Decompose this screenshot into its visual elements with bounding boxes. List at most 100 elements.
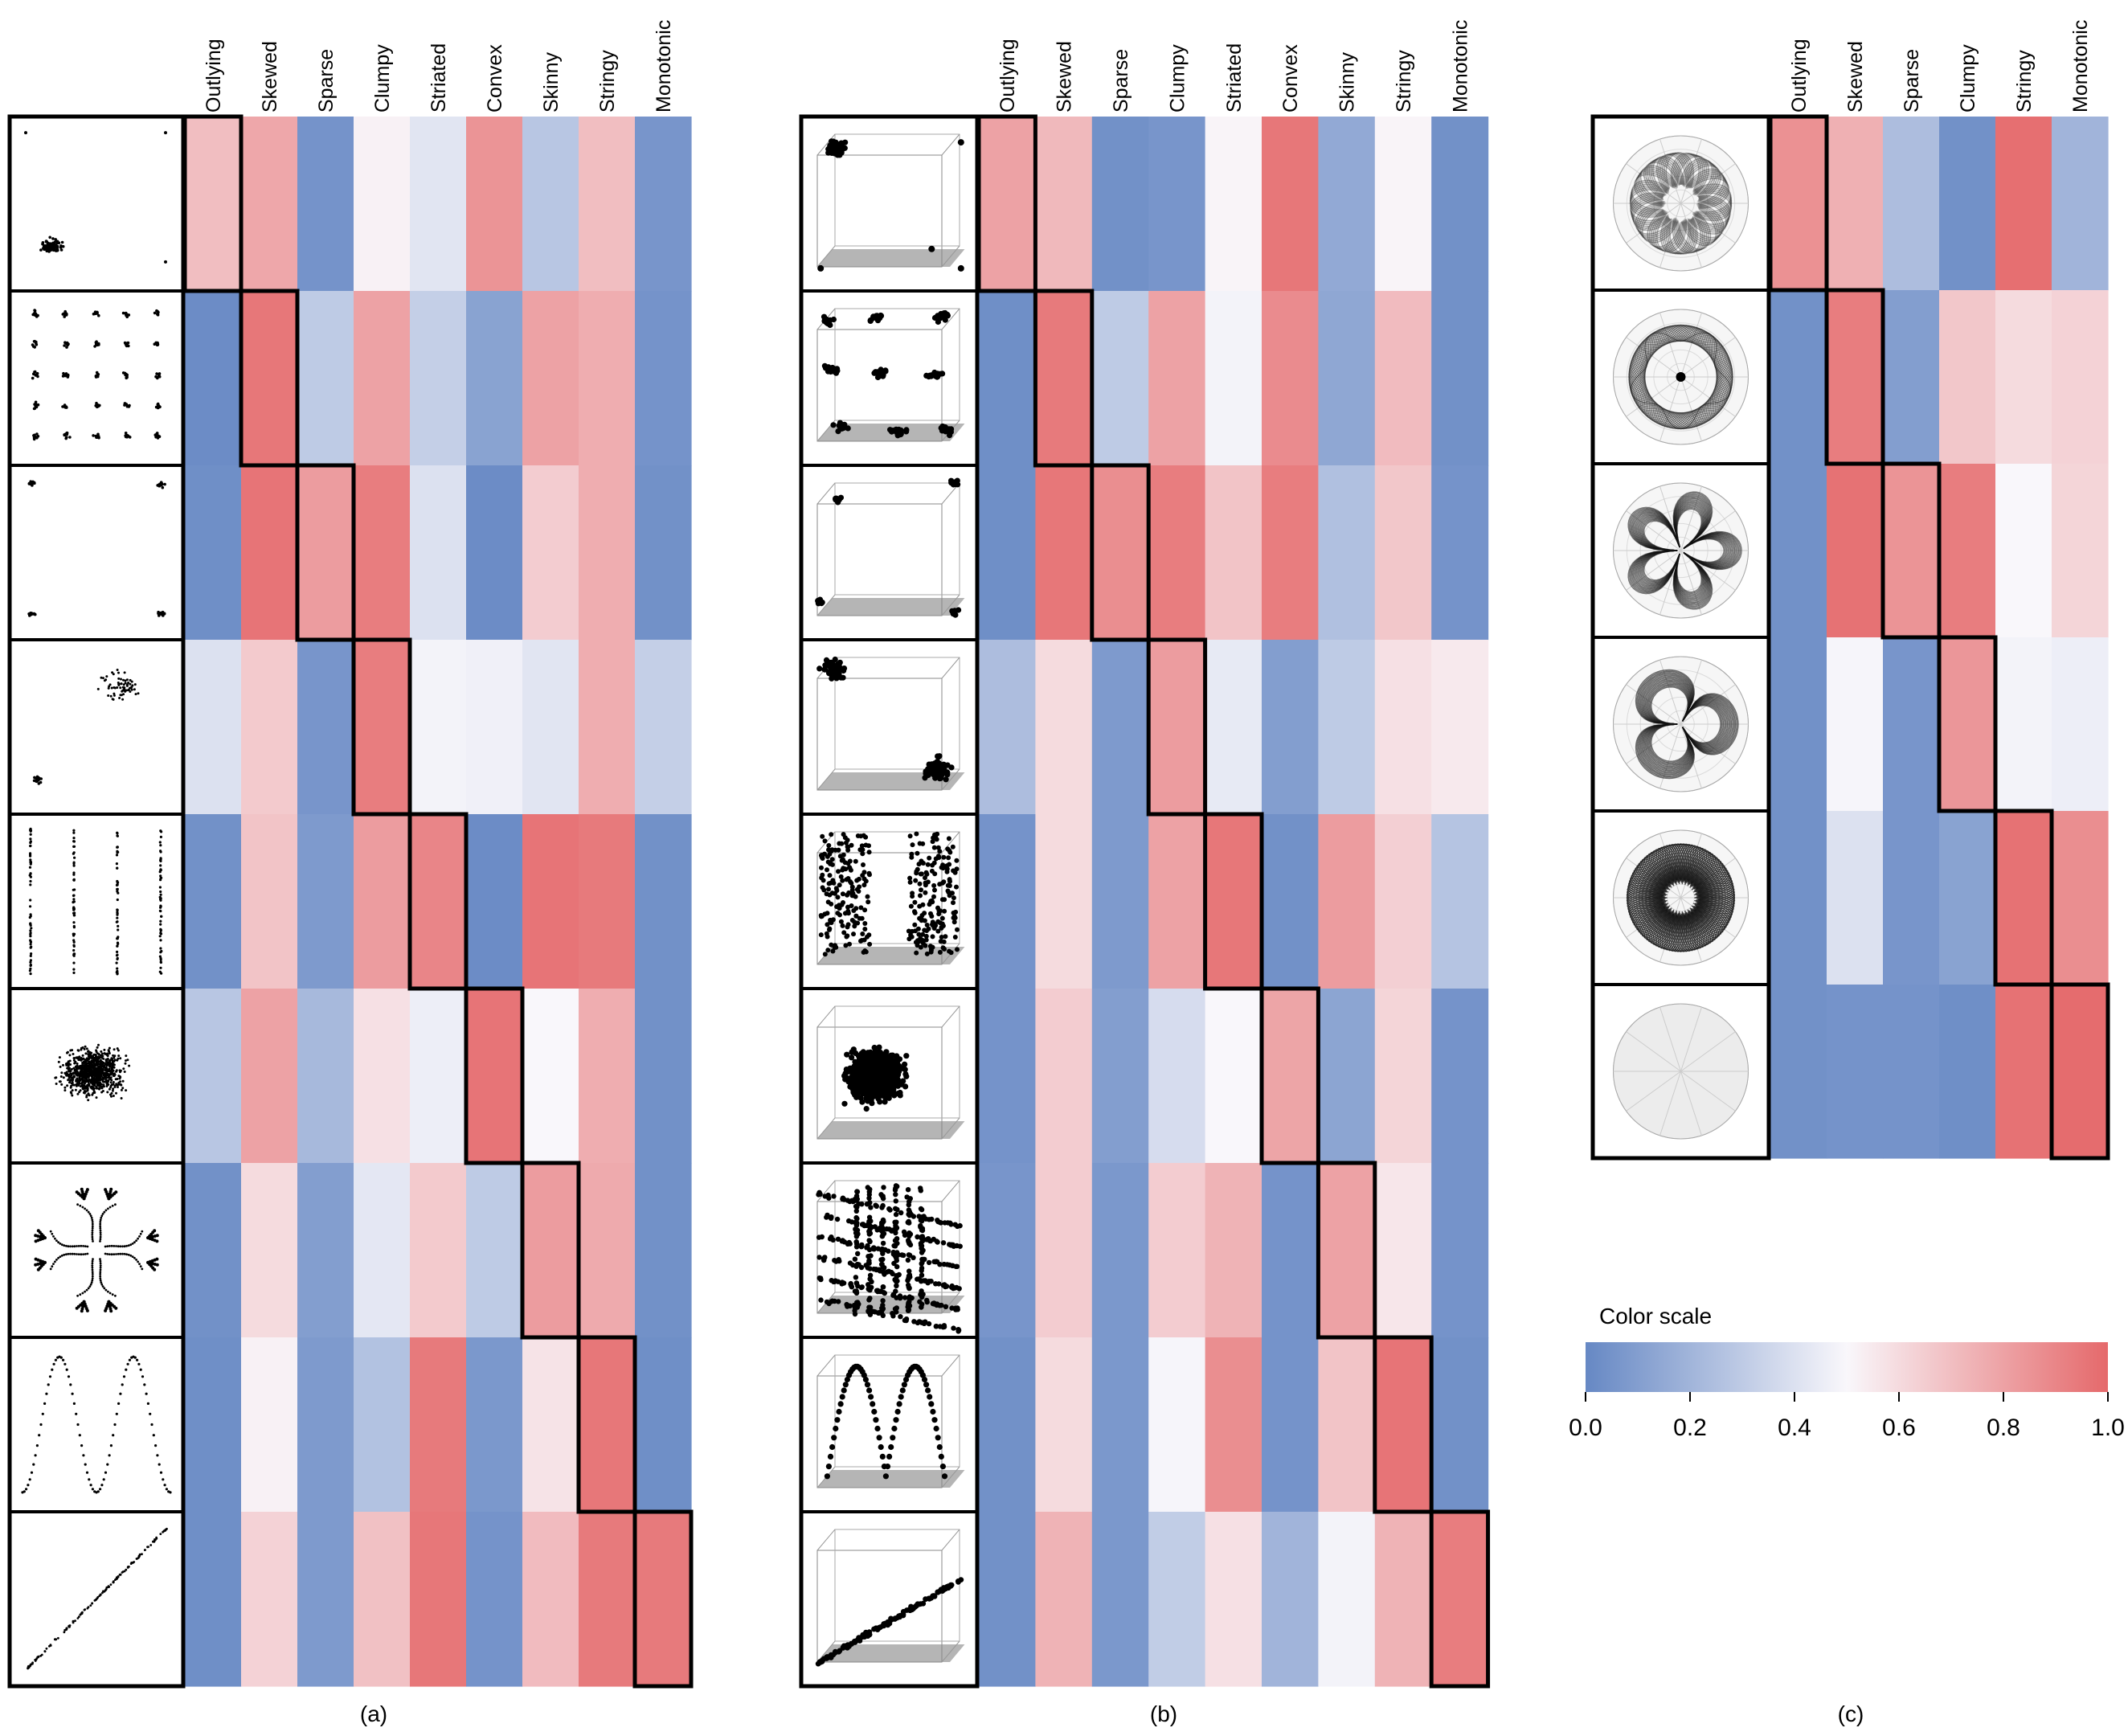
row-thumbnail	[8, 115, 185, 293]
heatmap-cell	[1883, 637, 1940, 812]
heatmap-cell	[579, 814, 636, 989]
heatmap-cell	[1262, 640, 1319, 815]
highlight-cell	[1203, 812, 1264, 991]
heatmap-cell	[241, 1337, 298, 1513]
heatmap-cell	[410, 989, 467, 1164]
heatmap-cell	[979, 1512, 1036, 1687]
color-scale-tick-label: 0.6	[1882, 1415, 1916, 1441]
highlight-cell	[1880, 461, 1942, 640]
heatmap-cell	[579, 465, 636, 641]
heatmap-cell	[354, 989, 411, 1164]
heatmap-cell	[241, 814, 298, 989]
heatmap-cell	[354, 814, 411, 989]
heatmap-cell	[1148, 117, 1206, 292]
row-thumbnail	[800, 813, 979, 990]
color-scale-tick-label: 0.0	[1569, 1415, 1602, 1441]
heatmap-cell	[1035, 640, 1093, 815]
heatmap-cell	[466, 640, 523, 815]
heatmap-cell	[579, 117, 636, 292]
row-thumbnail	[800, 115, 979, 293]
color-scale-tick-label: 0.2	[1673, 1415, 1707, 1441]
heatmap-cell	[1770, 811, 1827, 985]
heatmap-cell	[1091, 465, 1149, 641]
heatmap-cell	[410, 1337, 467, 1513]
color-scale-tick-label: 1.0	[2091, 1415, 2125, 1441]
heatmap-cell	[410, 1163, 467, 1338]
heatmap-cell	[185, 465, 242, 641]
heatmap-cell	[241, 1512, 298, 1687]
heatmap-cell	[185, 989, 242, 1164]
heatmap-cell	[1205, 291, 1262, 466]
heatmap-cell	[1770, 985, 1827, 1159]
heatmap-cell	[466, 1512, 523, 1687]
heatmap-cell	[1091, 291, 1149, 466]
highlight-cell	[1090, 463, 1151, 642]
heatmap-cell	[297, 989, 354, 1164]
heatmap-cell	[579, 1163, 636, 1338]
column-label: Skinny	[540, 51, 563, 113]
heatmap-cell	[241, 1163, 298, 1338]
heatmap-cell	[466, 1337, 523, 1513]
column-label: Striated	[428, 43, 450, 113]
heatmap-cell	[635, 1512, 692, 1687]
heatmap-cell	[1939, 637, 1996, 812]
highlight-cell	[1146, 637, 1208, 817]
highlight-cell	[351, 637, 412, 817]
heatmap-cell	[979, 1337, 1036, 1513]
heatmap-cell	[979, 1163, 1036, 1338]
heatmap-cell	[466, 291, 523, 466]
heatmap-cell	[466, 989, 523, 1164]
row-thumbnail	[800, 464, 979, 641]
heatmap-cell	[1939, 290, 1996, 465]
heatmap-cell	[1148, 989, 1206, 1164]
highlight-cell	[1993, 809, 2054, 987]
heatmap-cell	[1374, 117, 1432, 292]
heatmap-cell	[1205, 465, 1262, 641]
heatmap-cell	[1148, 1163, 1206, 1338]
heatmap-cell	[635, 1337, 692, 1513]
heatmap-cell	[2052, 464, 2109, 638]
heatmap-cell	[1374, 989, 1432, 1164]
column-label: Outlying	[1788, 39, 1811, 113]
heatmap-cell	[354, 1512, 411, 1687]
highlight-cell	[1937, 635, 1998, 813]
heatmap-cell	[1431, 291, 1489, 466]
panel-label: (b)	[1150, 1701, 1177, 1726]
row-thumbnail	[8, 813, 185, 990]
heatmap-cell	[1431, 117, 1489, 292]
heatmap-cell	[354, 465, 411, 641]
heatmap-cell	[522, 291, 579, 466]
heatmap-cell	[1374, 1337, 1432, 1513]
color-scale-title: Color scale	[1599, 1304, 1712, 1329]
heatmap-cell	[1827, 290, 1884, 465]
heatmap-cell	[635, 117, 692, 292]
highlight-cell	[407, 812, 469, 991]
highlight-cell	[632, 1509, 694, 1689]
heatmap-cell	[635, 989, 692, 1164]
heatmap-cell	[1091, 1512, 1149, 1687]
heatmap-cell	[297, 1163, 354, 1338]
column-label: Sparse	[1901, 49, 1923, 113]
heatmap-cell	[1374, 814, 1432, 989]
row-thumbnail	[8, 987, 185, 1165]
column-label: Sparse	[315, 49, 338, 113]
heatmap-cell	[1148, 465, 1206, 641]
heatmap-cell	[1148, 1512, 1206, 1687]
heatmap-cell	[635, 1163, 692, 1338]
row-thumbnail	[8, 638, 185, 816]
heatmap-cell	[1262, 1337, 1319, 1513]
heatmap-cell	[1995, 290, 2052, 465]
heatmap-cell	[185, 291, 242, 466]
highlight-cell	[1033, 289, 1095, 468]
heatmap-cell	[1262, 117, 1319, 292]
heatmap-cell	[579, 1512, 636, 1687]
column-label: Striated	[1223, 43, 1246, 113]
heatmap-cell	[466, 117, 523, 292]
heatmap-cell	[1883, 290, 1940, 465]
highlight-cell	[1373, 1335, 1434, 1514]
heatmap-cell	[466, 465, 523, 641]
column-label: Sparse	[1110, 49, 1132, 113]
row-thumbnail	[8, 1161, 185, 1339]
heatmap-panel: Outlying Skewed Sparse Clumpy Striated Convex…	[7, 20, 694, 1726]
heatmap-cell	[297, 640, 354, 815]
